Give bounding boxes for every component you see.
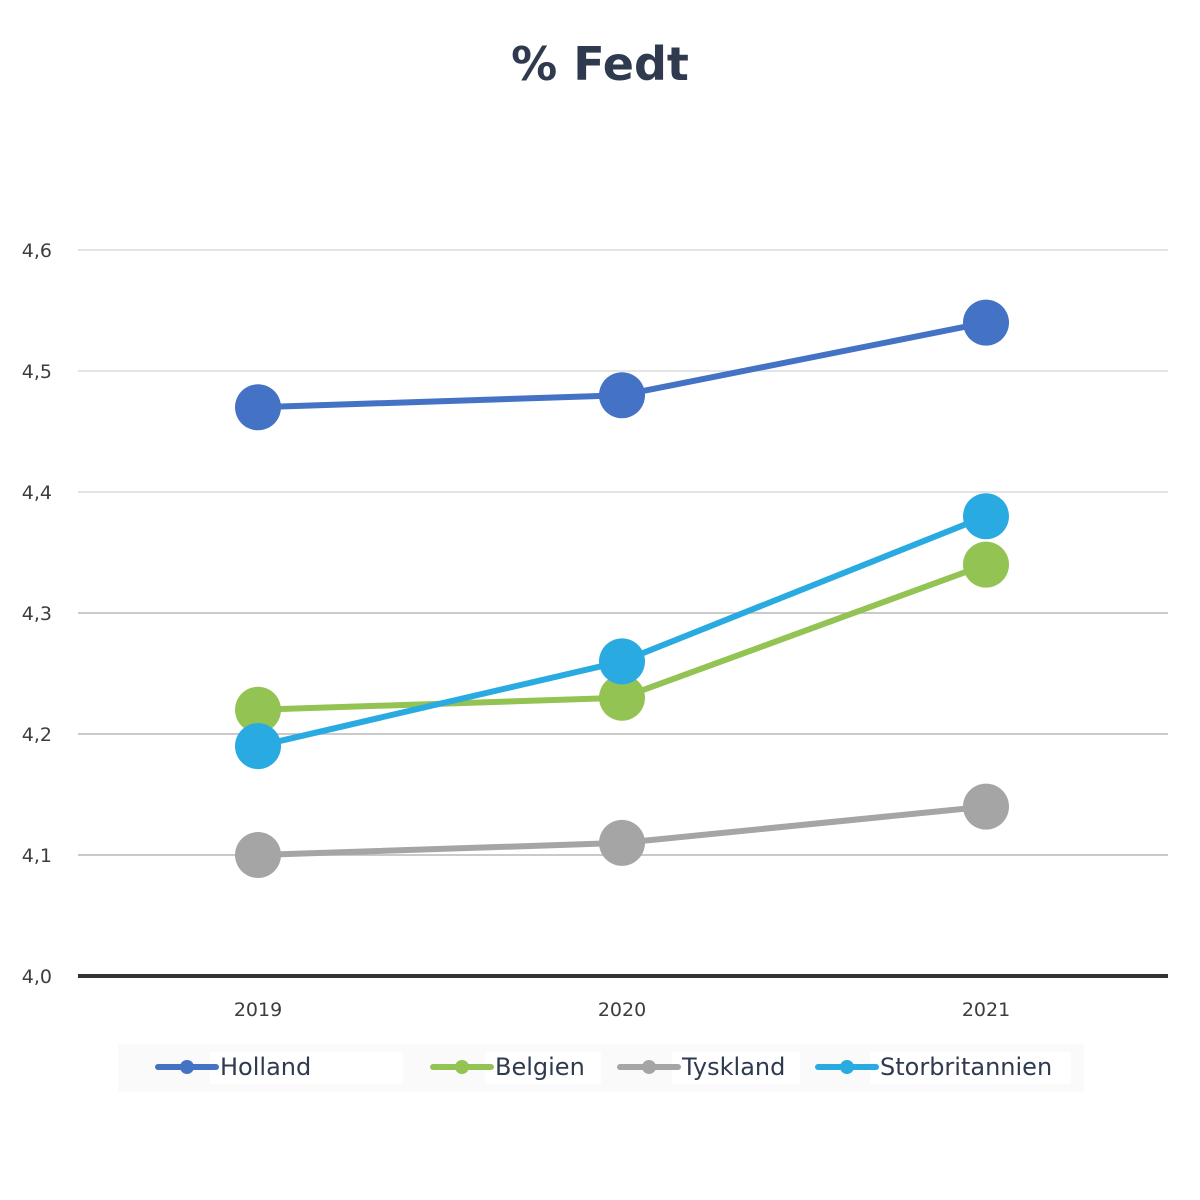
data-point bbox=[963, 541, 1009, 588]
legend-item-background bbox=[870, 1052, 1071, 1084]
series-tyskland bbox=[235, 783, 1009, 878]
legend-item: Holland bbox=[155, 1052, 403, 1084]
x-tick-label: 2021 bbox=[962, 999, 1010, 1021]
series-holland bbox=[235, 299, 1009, 431]
legend-label: Storbritannien bbox=[880, 1053, 1052, 1081]
data-point bbox=[963, 493, 1009, 540]
legend-swatch-marker bbox=[180, 1060, 194, 1074]
legend-item-background bbox=[672, 1052, 800, 1084]
y-tick-label: 4,6 bbox=[22, 240, 52, 262]
x-tick-label: 2020 bbox=[598, 999, 646, 1021]
series-group bbox=[235, 299, 1009, 878]
data-point bbox=[235, 832, 281, 878]
legend-item: Tyskland bbox=[617, 1052, 800, 1084]
legend-label: Tyskland bbox=[681, 1053, 785, 1081]
data-point bbox=[963, 299, 1009, 346]
data-point bbox=[599, 372, 645, 419]
data-point bbox=[235, 384, 281, 431]
legend-item: Belgien bbox=[430, 1052, 601, 1084]
legend-label: Belgien bbox=[495, 1053, 585, 1081]
legend-item-background bbox=[485, 1052, 601, 1084]
legend-item: Storbritannien bbox=[815, 1052, 1071, 1084]
legend-label: Holland bbox=[220, 1053, 311, 1081]
series-belgien bbox=[235, 541, 1009, 733]
data-point bbox=[599, 674, 645, 721]
chart-title: % Fedt bbox=[511, 37, 689, 91]
y-tick-label: 4,4 bbox=[22, 482, 52, 504]
x-tick-label: 2019 bbox=[234, 999, 282, 1021]
legend-swatch-marker bbox=[642, 1060, 656, 1074]
y-tick-label: 4,2 bbox=[22, 724, 52, 746]
data-point bbox=[599, 819, 645, 866]
y-tick-label: 4,0 bbox=[22, 966, 52, 988]
legend: Holland Belgien Tyskland Storbritannien bbox=[118, 1044, 1084, 1092]
y-axis-ticks: 4,0 4,1 4,2 4,3 4,4 4,5 4,6 bbox=[22, 240, 52, 988]
data-point bbox=[599, 638, 645, 685]
series-storbritannien bbox=[235, 493, 1009, 770]
data-point bbox=[235, 686, 281, 733]
data-point bbox=[235, 723, 281, 770]
legend-swatch-marker bbox=[840, 1060, 854, 1074]
x-axis-ticks: 2019 2020 2021 bbox=[234, 999, 1010, 1021]
y-tick-label: 4,5 bbox=[22, 361, 52, 383]
y-tick-label: 4,1 bbox=[22, 845, 52, 867]
y-tick-label: 4,3 bbox=[22, 603, 52, 625]
data-point bbox=[963, 783, 1009, 830]
legend-item-background bbox=[210, 1052, 403, 1084]
legend-swatch-marker bbox=[455, 1060, 469, 1074]
